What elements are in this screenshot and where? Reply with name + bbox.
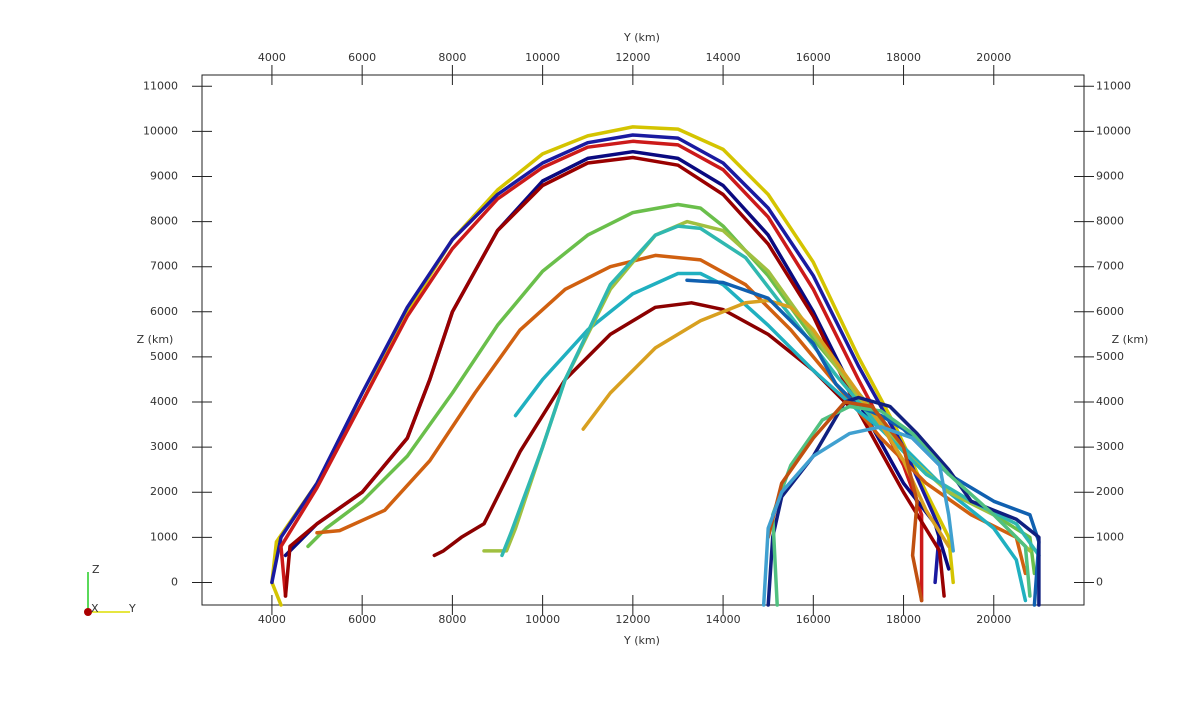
x-tick-label: 20000 xyxy=(976,51,1011,64)
y-tick-label: 7000 xyxy=(1096,260,1124,273)
y-tick-label: 10000 xyxy=(1096,124,1131,137)
trajectory-line xyxy=(432,301,852,558)
y-tick-label: 2000 xyxy=(150,485,178,498)
triad-label: Z xyxy=(92,563,100,576)
y-tick-label: 11000 xyxy=(143,79,178,92)
x-tick-label: 14000 xyxy=(706,51,741,64)
trajectory-line xyxy=(766,400,924,603)
trajectory-line xyxy=(685,278,1041,607)
y-tick-label: 5000 xyxy=(150,350,178,363)
x-tick-label: 4000 xyxy=(258,51,286,64)
x-tick-label: 10000 xyxy=(525,613,560,626)
y-tick-label: 5000 xyxy=(1096,350,1124,363)
triad-x-axis xyxy=(84,608,92,616)
y-tick-label: 1000 xyxy=(1096,530,1124,543)
y-tick-label: 4000 xyxy=(150,395,178,408)
y-tick-label: 3000 xyxy=(150,440,178,453)
trajectory-line xyxy=(279,139,924,603)
x-tick-label: 8000 xyxy=(438,613,466,626)
x-tick-label: 16000 xyxy=(796,51,831,64)
x-tick-label: 4000 xyxy=(258,613,286,626)
x-tick-label: 18000 xyxy=(886,613,921,626)
x-tick-label: 10000 xyxy=(525,51,560,64)
y-tick-label: 1000 xyxy=(150,530,178,543)
x-tick-label: 12000 xyxy=(615,613,650,626)
triad-label: Y xyxy=(128,602,136,615)
triad-label: X xyxy=(91,602,99,615)
trajectory-line xyxy=(306,202,1037,576)
y-tick-label: 3000 xyxy=(1096,440,1124,453)
x-tick-label: 14000 xyxy=(706,613,741,626)
trajectory-line xyxy=(581,298,951,549)
y-tick-label: 6000 xyxy=(150,305,178,318)
y-tick-label: 0 xyxy=(1096,575,1103,588)
trajectory-line xyxy=(270,133,942,585)
trajectory-line xyxy=(500,224,1041,558)
y-tick-label: 10000 xyxy=(143,124,178,137)
y-axis-title-right: Z (km) xyxy=(1112,333,1149,346)
x-axis-title-top: Y (km) xyxy=(623,31,660,44)
x-tick-label: 6000 xyxy=(348,51,376,64)
y-tick-label: 2000 xyxy=(1096,485,1124,498)
orientation-triad: Z X Y xyxy=(84,563,136,616)
x-tick-label: 12000 xyxy=(615,51,650,64)
y-tick-label: 11000 xyxy=(1096,79,1131,92)
plot-frame xyxy=(201,74,1085,606)
y-tick-label: 8000 xyxy=(150,215,178,228)
x-tick-label: 16000 xyxy=(796,613,831,626)
y-tick-label: 0 xyxy=(171,575,178,588)
x-tick-label: 6000 xyxy=(348,613,376,626)
y-tick-label: 9000 xyxy=(1096,169,1124,182)
y-tick-label: 9000 xyxy=(150,169,178,182)
x-axis-title-bottom: Y (km) xyxy=(623,634,660,647)
y-tick-label: 8000 xyxy=(1096,215,1124,228)
trajectory-line xyxy=(315,253,1028,576)
y-tick-label: 4000 xyxy=(1096,395,1124,408)
trajectory-line xyxy=(761,425,955,607)
y-tick-label: 7000 xyxy=(150,260,178,273)
x-tick-label: 20000 xyxy=(976,613,1011,626)
y-axis-title-left: Z (km) xyxy=(137,333,174,346)
x-tick-label: 8000 xyxy=(438,51,466,64)
x-tick-label: 18000 xyxy=(886,51,921,64)
y-tick-label: 6000 xyxy=(1096,305,1124,318)
trajectory-line xyxy=(513,271,1028,603)
